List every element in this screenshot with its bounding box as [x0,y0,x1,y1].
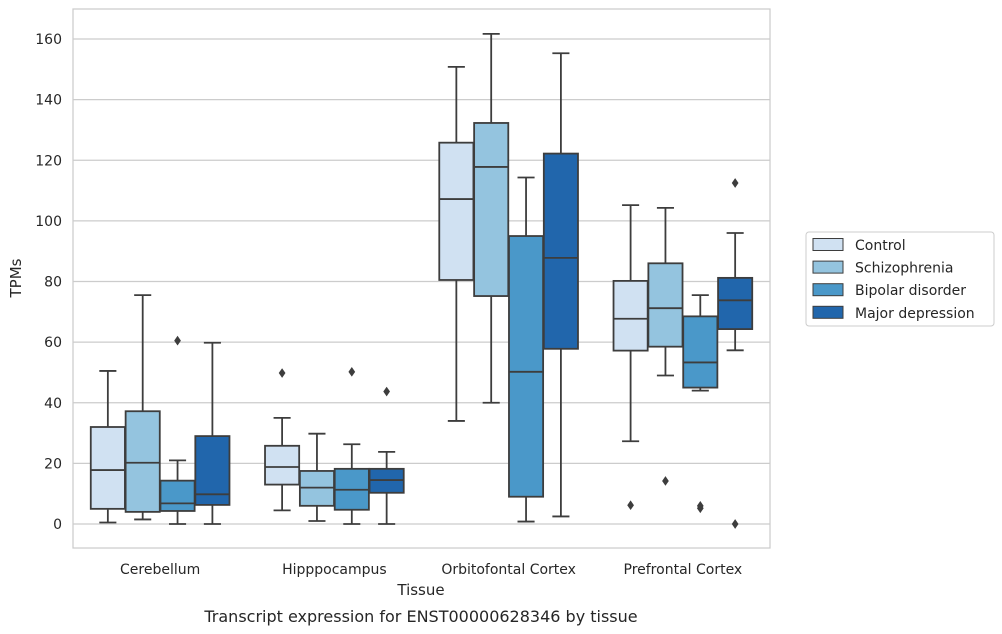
box-0-3 [194,341,231,525]
box-3-3 [717,178,754,529]
box-body [647,262,684,348]
outlier-point [731,178,739,188]
box-body [508,235,545,498]
outlier-point [731,519,739,529]
y-axis-label: TPMs [7,258,25,298]
figure-caption: Transcript expression for ENST0000062834… [203,607,637,626]
legend-label-2: Bipolar disorder [855,283,966,299]
outlier-point [662,476,669,486]
box-body [612,279,649,352]
outlier-point [174,335,181,346]
box-1-2 [333,367,370,525]
box-3-1 [647,206,684,486]
outlier-point [278,368,286,378]
y-tick-label-120: 120 [35,153,62,169]
legend-label-3: Major depression [855,306,975,322]
legend-swatch-2 [812,283,844,297]
box-1-0 [264,368,301,512]
outlier-point [383,386,391,397]
y-tick-label-80: 80 [44,275,62,291]
y-tick-label-100: 100 [35,214,62,230]
box-body [89,426,126,510]
box-body [438,141,475,281]
outlier-point [696,500,704,511]
y-tick-label-140: 140 [35,93,62,109]
box-body [124,410,161,513]
legend-swatch-3 [812,305,844,319]
legend-frame [805,231,995,327]
legend-label-0: Control [855,238,906,254]
legend-label-1: Schizophrenia [855,261,953,277]
grid-lines [73,38,770,525]
x-axis-label: Tissue [396,581,444,599]
x-tick-label-2: Orbitofontal Cortex [441,562,576,578]
box-0-0 [89,370,126,524]
y-tick-label-160: 160 [35,32,62,48]
y-tick-labels: 0 20 40 60 80 100 120 140 160 [35,32,62,533]
legend-swatch-0 [812,238,844,251]
box-2-1 [473,32,510,404]
x-tick-label-0: Cerebellum [120,562,200,578]
box-2-2 [508,176,545,523]
box-3-0 [612,204,649,511]
box-body [159,479,196,512]
plot-frame [72,8,771,549]
box-2-3 [542,52,579,518]
box-0-1 [124,294,161,521]
outlier-point [627,500,634,511]
legend-swatch-1 [812,260,844,274]
x-tick-labels: Cerebellum Hipppocampus Orbitofontal Corte… [120,562,742,578]
x-tick-label-3: Prefrontal Cortex [624,562,743,578]
y-tick-label-40: 40 [44,396,62,412]
box-body [264,444,301,486]
y-tick-label-20: 20 [44,456,62,472]
x-tick-label-1: Hipppocampus [282,562,387,578]
legend: Control Schizophrenia Bipolar disorder Majo… [805,231,995,327]
box-body [473,122,510,297]
box-body [542,152,579,350]
box-2-0 [438,65,475,422]
boxes [89,32,754,529]
box-3-2 [682,294,719,514]
box-body [717,276,754,330]
y-tick-label-60: 60 [44,335,62,351]
box-body [682,315,719,389]
box-1-3 [368,386,405,525]
outlier-point [348,367,356,377]
box-0-2 [159,335,196,525]
y-tick-label-0: 0 [53,517,62,533]
